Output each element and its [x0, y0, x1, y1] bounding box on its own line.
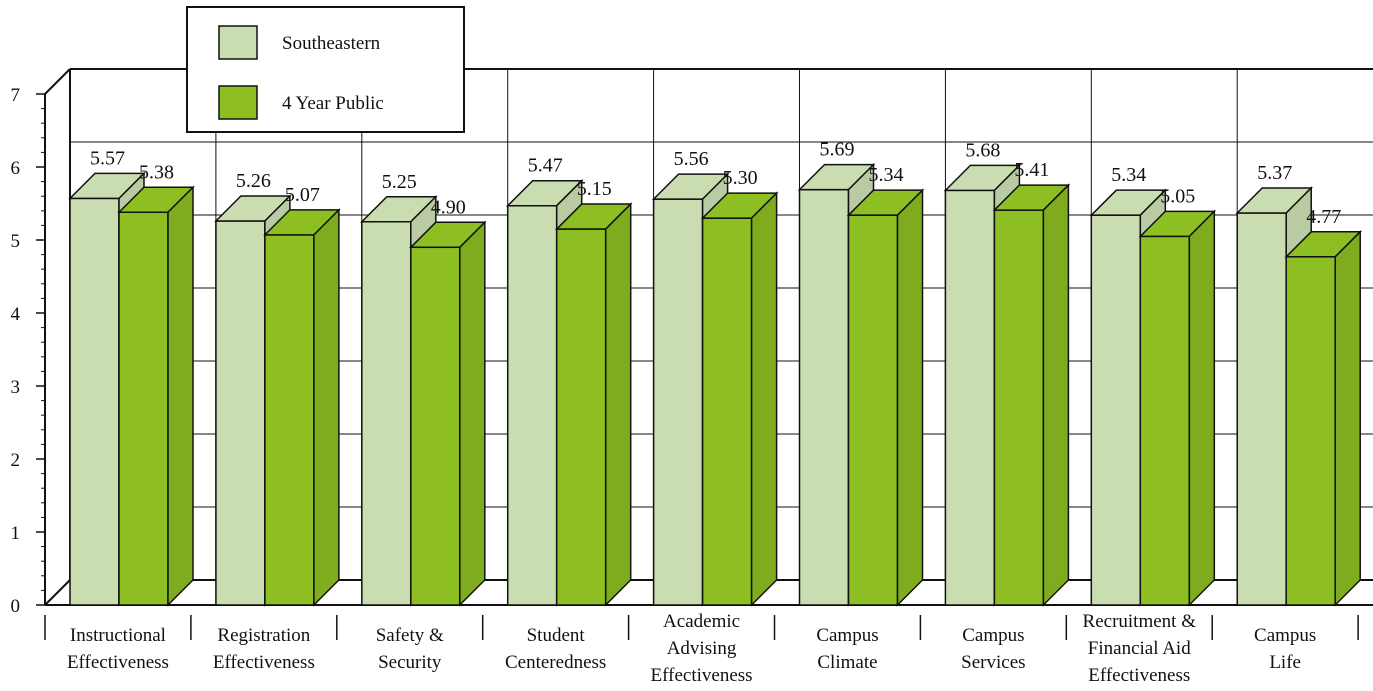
- value-label-4-year-public-registration-effectiveness: 5.07: [285, 184, 320, 206]
- value-label-4-year-public-campus-life: 4.77: [1306, 206, 1341, 228]
- x-category-label-line: Academic: [663, 611, 740, 632]
- bar-front-4-year-public-academic-advising-effectiveness: [701, 217, 753, 606]
- x-category-label-line: Campus: [962, 625, 1024, 646]
- bar-front-southeastern-safety-security: [361, 221, 412, 606]
- value-label-4-year-public-campus-services: 5.41: [1014, 159, 1049, 181]
- x-category-label-line: Student: [527, 625, 586, 646]
- x-category-label-line: Financial Aid: [1088, 638, 1191, 659]
- bar-front-southeastern-campus-life: [1236, 212, 1287, 606]
- x-category-label-line: Effectiveness: [213, 652, 315, 673]
- x-category-label-line: Advising: [667, 638, 737, 659]
- bar-front-4-year-public-student-centeredness: [555, 228, 607, 606]
- x-category-label-line: Safety &: [376, 625, 444, 646]
- bar-front-southeastern-student-centeredness: [506, 204, 558, 606]
- bar-side-4-year-public-academic-advising-effectiveness: [750, 191, 778, 607]
- x-category-label-line: Centeredness: [505, 652, 606, 673]
- value-label-4-year-public-instructional-effectiveness: 5.38: [139, 161, 174, 183]
- x-category-label-line: Life: [1269, 652, 1301, 673]
- y-tick-label-0: 0: [11, 596, 21, 617]
- x-category-label-campus-life: Campus Life: [1254, 625, 1316, 673]
- value-labels: 5.57 5.38 5.26 5.07 5.25 4.90 5.47 5.15 5.56 5.30…: [90, 139, 1341, 228]
- value-label-southeastern-campus-services: 5.68: [965, 139, 1000, 161]
- left-wall-top-edge: [44, 68, 71, 95]
- x-category-label-line: Recruitment &: [1083, 611, 1197, 632]
- legend-label-southeastern: Southeastern: [282, 33, 381, 54]
- y-tick-label-3: 3: [11, 377, 21, 398]
- value-label-southeastern-academic-advising-effectiveness: 5.56: [674, 148, 709, 170]
- bars-layer: [68, 162, 1363, 607]
- x-category-label-student-centeredness: Student Centeredness: [505, 625, 606, 673]
- category-labels: Instructional Effectiveness Registration Ef…: [44, 611, 1359, 686]
- x-category-label-campus-services: Campus Services: [961, 625, 1025, 673]
- x-category-label-line: Instructional: [70, 625, 166, 646]
- value-label-southeastern-recruitment-financial-aid-effectiveness: 5.34: [1111, 164, 1146, 186]
- bar-front-southeastern-instructional-effectiveness: [69, 197, 120, 606]
- y-tick-label-6: 6: [11, 158, 21, 179]
- x-category-label-recruitment-financial-aid-effectiveness: Recruitment & Financial Aid Effectiveness: [1083, 611, 1197, 686]
- bar-side-4-year-public-instructional-effectiveness: [167, 185, 194, 607]
- value-label-southeastern-student-centeredness: 5.47: [528, 155, 563, 177]
- y-tick-label-5: 5: [11, 231, 21, 252]
- x-category-label-line: Effectiveness: [651, 665, 753, 686]
- legend-swatch-4-year-public: [218, 85, 258, 120]
- bar-front-4-year-public-campus-life: [1285, 256, 1336, 606]
- x-category-label-line: Campus: [816, 625, 878, 646]
- bar-front-southeastern-campus-climate: [798, 188, 850, 606]
- value-label-southeastern-registration-effectiveness: 5.26: [236, 170, 271, 192]
- value-label-4-year-public-campus-climate: 5.34: [869, 164, 904, 186]
- legend: Southeastern 4 Year Public: [186, 6, 465, 133]
- bar-front-southeastern-academic-advising-effectiveness: [652, 198, 704, 606]
- x-category-label-campus-climate: Campus Climate: [816, 625, 878, 673]
- value-label-southeastern-campus-climate: 5.69: [820, 139, 855, 161]
- x-category-label-line: Climate: [817, 652, 877, 673]
- y-tick-label-1: 1: [11, 523, 21, 544]
- value-label-4-year-public-student-centeredness: 5.15: [577, 178, 612, 200]
- x-category-label-instructional-effectiveness: Instructional Effectiveness: [67, 625, 169, 673]
- x-category-label-line: Security: [378, 652, 442, 673]
- x-category-label-academic-advising-effectiveness: Academic Advising Effectiveness: [651, 611, 753, 686]
- bar-side-4-year-public-campus-services: [1042, 183, 1070, 607]
- x-category-label-line: Registration: [217, 625, 310, 646]
- value-label-4-year-public-recruitment-financial-aid-effectiveness: 5.05: [1160, 185, 1195, 207]
- value-label-4-year-public-academic-advising-effectiveness: 5.30: [723, 167, 758, 189]
- legend-label-4-year-public: 4 Year Public: [282, 93, 384, 114]
- bar-side-4-year-public-safety-security: [459, 220, 486, 607]
- bar-side-4-year-public-campus-life: [1334, 229, 1361, 607]
- bar-front-4-year-public-recruitment-financial-aid-effectiveness: [1139, 235, 1191, 606]
- y-tick-label-7: 7: [11, 85, 21, 106]
- bar-side-4-year-public-registration-effectiveness: [313, 208, 340, 607]
- y-tick-label-4: 4: [11, 304, 21, 325]
- bar-front-southeastern-registration-effectiveness: [215, 220, 266, 606]
- y-axis: 0 1 2 3 4 5 6 7: [11, 68, 1373, 617]
- bar-front-4-year-public-safety-security: [410, 246, 461, 606]
- bar-side-4-year-public-campus-climate: [896, 188, 924, 607]
- bar-side-4-year-public-student-centeredness: [604, 202, 632, 607]
- x-category-label-registration-effectiveness: Registration Effectiveness: [213, 625, 315, 673]
- value-label-southeastern-instructional-effectiveness: 5.57: [90, 147, 125, 169]
- x-category-label-line: Campus: [1254, 625, 1316, 646]
- bar-front-4-year-public-campus-climate: [847, 214, 899, 606]
- bar-front-southeastern-campus-services: [944, 189, 996, 606]
- value-label-4-year-public-safety-security: 4.90: [431, 196, 466, 218]
- bar-side-4-year-public-recruitment-financial-aid-effectiveness: [1188, 209, 1216, 607]
- x-category-label-line: Services: [961, 652, 1025, 673]
- bar-front-4-year-public-campus-services: [993, 209, 1045, 606]
- bar-front-4-year-public-instructional-effectiveness: [118, 211, 169, 606]
- floor-left-edge: [44, 579, 71, 606]
- bar-front-4-year-public-registration-effectiveness: [264, 234, 315, 606]
- bar-front-southeastern-recruitment-financial-aid-effectiveness: [1090, 214, 1142, 606]
- y-tick-label-2: 2: [11, 450, 21, 471]
- x-category-label-safety-security: Safety & Security: [376, 625, 444, 673]
- value-label-southeastern-safety-security: 5.25: [382, 171, 417, 193]
- x-category-label-line: Effectiveness: [1088, 665, 1190, 686]
- legend-swatch-southeastern: [218, 25, 258, 60]
- value-label-southeastern-campus-life: 5.37: [1257, 162, 1292, 184]
- x-category-label-line: Effectiveness: [67, 652, 169, 673]
